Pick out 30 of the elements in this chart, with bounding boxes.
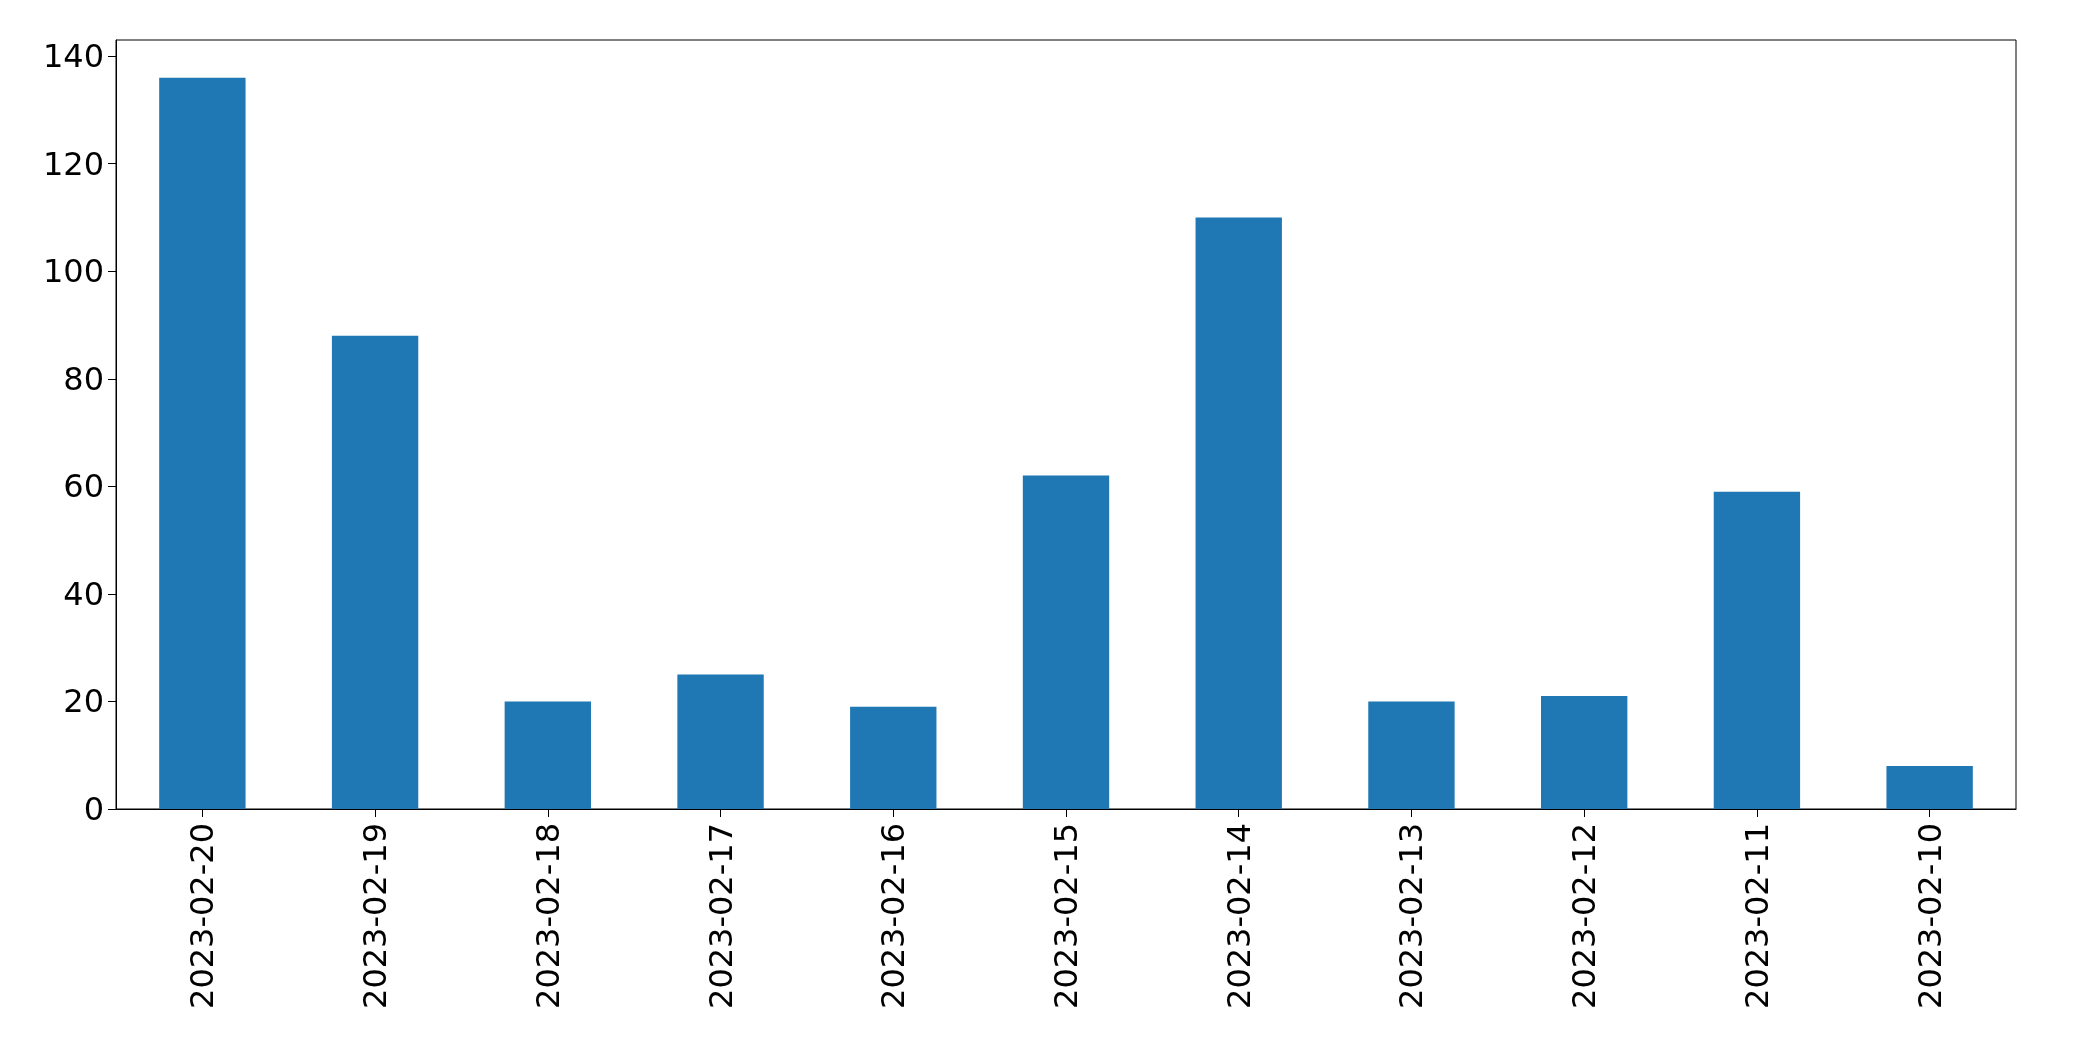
x-tick-label: 2023-02-11 <box>1737 823 1776 1009</box>
bar <box>1022 475 1110 809</box>
bar <box>850 706 937 809</box>
bar <box>1368 701 1455 809</box>
y-tick-label: 0 <box>83 790 104 828</box>
bar <box>677 674 764 809</box>
bar <box>504 701 591 809</box>
x-tick-label: 2023-02-13 <box>1392 823 1431 1009</box>
x-tick-label: 2023-02-15 <box>1047 823 1085 1009</box>
bar <box>1713 491 1801 809</box>
x-tick-label: 2023-02-14 <box>1219 823 1258 1009</box>
x-tick-label: 2023-02-18 <box>528 823 567 1009</box>
y-tick-label: 120 <box>42 144 104 183</box>
bar <box>159 77 246 809</box>
bar <box>1541 696 1628 809</box>
y-tick-label: 40 <box>63 574 104 613</box>
x-tick-label: 2023-02-12 <box>1565 823 1604 1009</box>
bar <box>1886 765 1973 809</box>
y-tick-label: 80 <box>63 359 104 398</box>
bar <box>331 335 419 809</box>
x-tick-label: 2023-02-20 <box>183 823 222 1009</box>
x-tick-label: 2023-02-16 <box>874 823 913 1009</box>
x-tick-label: 2023-02-10 <box>1910 823 1949 1009</box>
y-tick-label: 100 <box>42 252 104 291</box>
x-tick-label: 2023-02-17 <box>701 823 740 1009</box>
bar <box>1195 217 1282 809</box>
x-tick-label: 2023-02-19 <box>356 823 395 1009</box>
y-tick-label: 20 <box>63 682 104 721</box>
y-tick-label: 140 <box>42 37 104 76</box>
y-tick-label: 60 <box>63 467 104 506</box>
